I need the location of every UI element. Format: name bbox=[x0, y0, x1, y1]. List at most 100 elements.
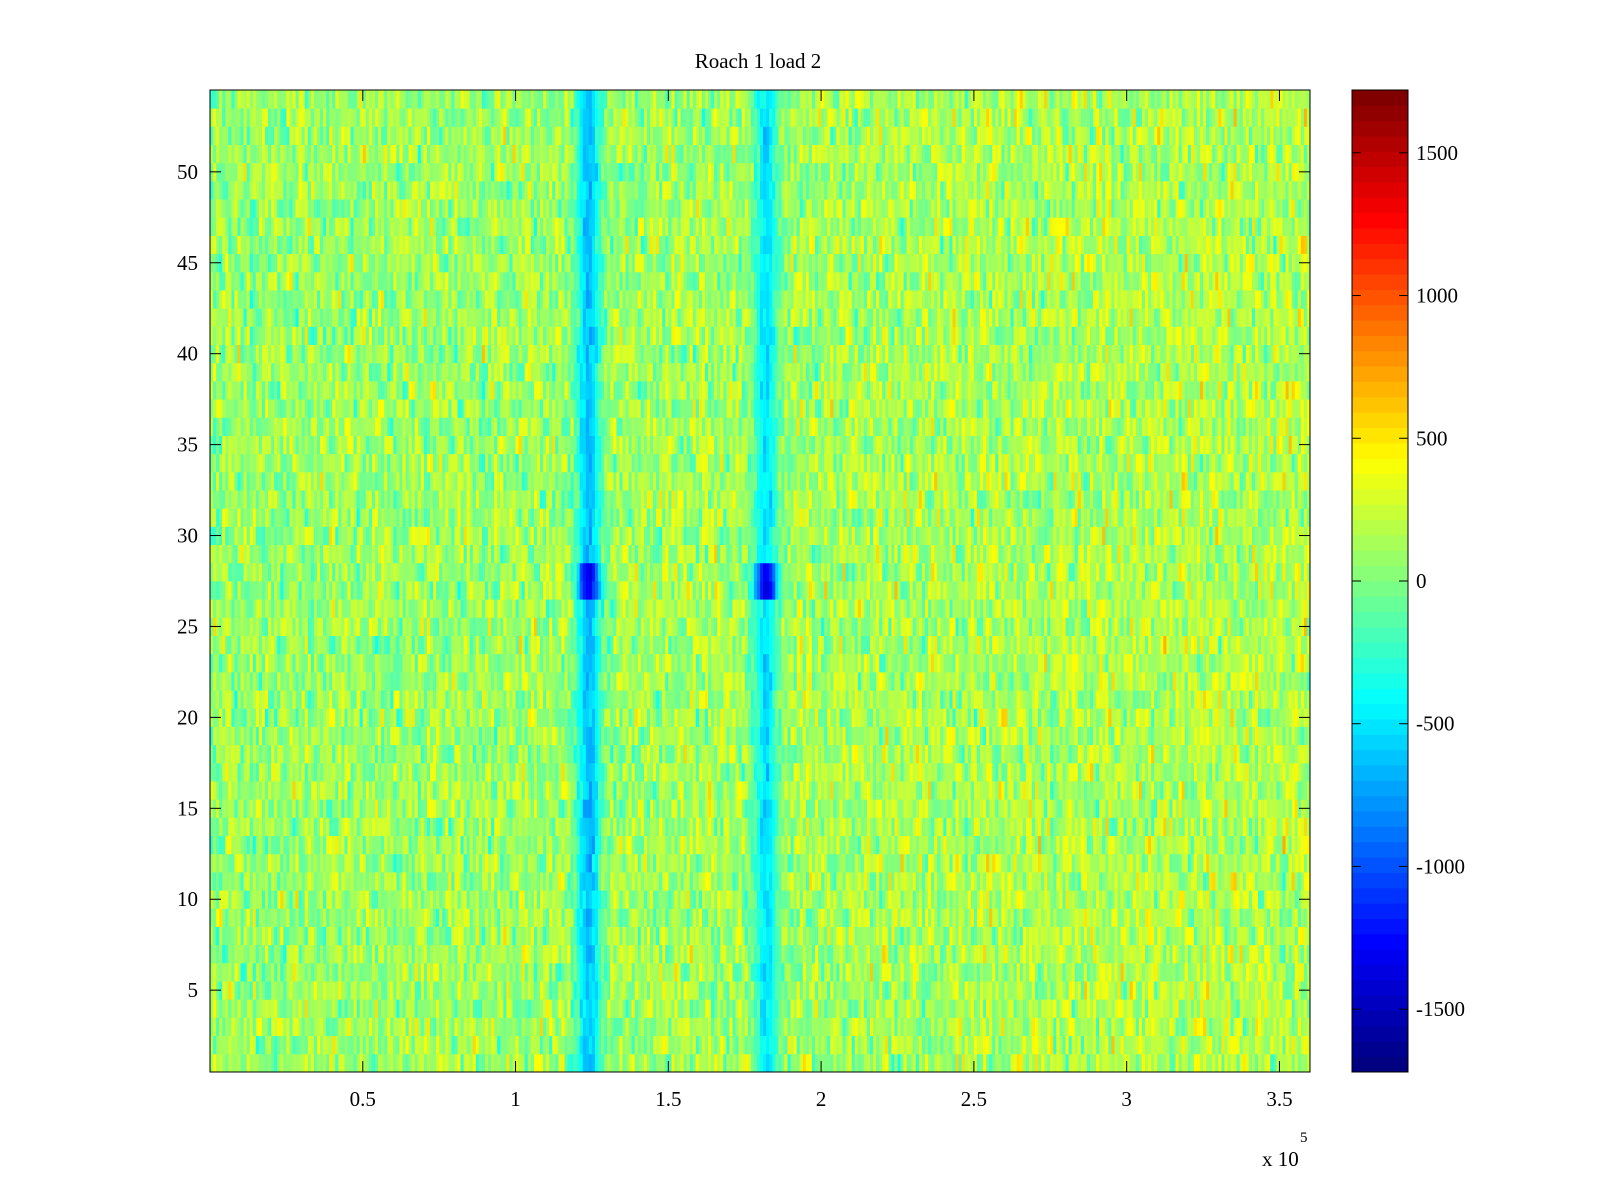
heatmap-cell bbox=[866, 835, 871, 855]
heatmap-cell bbox=[313, 926, 318, 946]
heatmap-cell bbox=[1038, 890, 1042, 909]
heatmap-cell bbox=[842, 962, 846, 982]
heatmap-cell bbox=[701, 853, 706, 873]
heatmap-cell bbox=[1190, 1053, 1195, 1073]
heatmap-cell bbox=[503, 908, 507, 927]
heatmap-cell bbox=[839, 981, 843, 1000]
heatmap-cell bbox=[445, 817, 449, 836]
heatmap-cell bbox=[1028, 926, 1033, 946]
heatmap-cell bbox=[656, 908, 660, 927]
heatmap-cell bbox=[506, 853, 510, 873]
heatmap-cell bbox=[1160, 926, 1164, 946]
heatmap-cell bbox=[485, 853, 489, 873]
heatmap-cell bbox=[1172, 944, 1176, 964]
heatmap-cell bbox=[488, 853, 492, 873]
heatmap-cell bbox=[625, 890, 630, 909]
heatmap-cell bbox=[741, 817, 746, 836]
heatmap-cell bbox=[1145, 835, 1149, 855]
heatmap-cell bbox=[845, 981, 850, 1000]
heatmap-cell bbox=[430, 1035, 434, 1055]
heatmap-cell bbox=[582, 944, 587, 964]
heatmap-cell bbox=[1096, 853, 1100, 873]
heatmap-cell bbox=[1035, 962, 1039, 982]
heatmap-cell bbox=[555, 1053, 559, 1073]
heatmap-cell bbox=[967, 1053, 972, 1073]
heatmap-cell bbox=[1096, 908, 1100, 927]
heatmap-cell bbox=[766, 999, 770, 1018]
heatmap-cell bbox=[815, 944, 819, 964]
heatmap-cell bbox=[1270, 835, 1274, 855]
heatmap-cell bbox=[808, 962, 813, 982]
heatmap-cell bbox=[423, 999, 428, 1018]
heatmap-cell bbox=[1010, 1017, 1015, 1037]
heatmap-cell bbox=[973, 1035, 978, 1055]
heatmap-cell bbox=[301, 835, 306, 855]
heatmap-cell bbox=[1273, 999, 1277, 1018]
heatmap-cell bbox=[1212, 962, 1216, 982]
heatmap-cell bbox=[934, 926, 938, 946]
heatmap-cell bbox=[674, 890, 678, 909]
heatmap-cell bbox=[1016, 999, 1021, 1018]
heatmap-cell bbox=[711, 926, 715, 946]
heatmap-cell bbox=[320, 853, 324, 873]
heatmap-cell bbox=[368, 890, 373, 909]
heatmap-cell bbox=[384, 999, 388, 1018]
heatmap-cell bbox=[836, 926, 840, 946]
heatmap-cell bbox=[628, 1017, 633, 1037]
heatmap-cell bbox=[1010, 999, 1015, 1018]
heatmap-cell bbox=[1080, 944, 1085, 964]
heatmap-cell bbox=[778, 871, 782, 891]
heatmap-cell bbox=[619, 817, 623, 836]
heatmap-cell bbox=[952, 871, 956, 891]
heatmap-cell bbox=[1059, 835, 1063, 855]
heatmap-cell bbox=[1016, 817, 1021, 836]
heatmap-cell bbox=[316, 1017, 321, 1037]
heatmap-cell bbox=[885, 981, 889, 1000]
heatmap-cell bbox=[426, 890, 431, 909]
heatmap-cell bbox=[381, 981, 385, 1000]
heatmap-cell bbox=[478, 908, 483, 927]
heatmap-cell bbox=[604, 1053, 608, 1073]
heatmap-cell bbox=[225, 944, 229, 964]
heatmap-cell bbox=[1175, 962, 1180, 982]
heatmap-cell bbox=[918, 853, 923, 873]
heatmap-cell bbox=[573, 853, 578, 873]
heatmap-cell bbox=[1102, 835, 1106, 855]
heatmap-cell bbox=[1255, 926, 1259, 946]
heatmap-cell bbox=[848, 908, 853, 927]
heatmap-cell bbox=[1163, 1053, 1167, 1073]
heatmap-cell bbox=[873, 1035, 877, 1055]
heatmap-cell bbox=[567, 853, 571, 873]
heatmap-cell bbox=[900, 999, 905, 1018]
heatmap-cell bbox=[637, 890, 642, 909]
heatmap-cell bbox=[986, 1035, 990, 1055]
heatmap-cell bbox=[732, 1053, 736, 1073]
heatmap-cell bbox=[536, 871, 541, 891]
heatmap-cell bbox=[613, 1017, 617, 1037]
heatmap-cell bbox=[1187, 1053, 1192, 1073]
heatmap-cell bbox=[646, 908, 651, 927]
heatmap-cell bbox=[958, 908, 963, 927]
heatmap-cell bbox=[274, 1053, 278, 1073]
heatmap-cell bbox=[258, 1035, 263, 1055]
heatmap-cell bbox=[1233, 981, 1238, 1000]
heatmap-cell bbox=[1233, 890, 1238, 909]
heatmap-cell bbox=[546, 962, 550, 982]
heatmap-cell bbox=[1184, 853, 1189, 873]
heatmap-cell bbox=[921, 853, 926, 873]
heatmap-cell bbox=[842, 944, 846, 964]
heatmap-cell bbox=[390, 817, 394, 836]
heatmap-cell bbox=[1224, 835, 1228, 855]
heatmap-cell bbox=[1074, 1035, 1079, 1055]
heatmap-cell bbox=[417, 981, 422, 1000]
heatmap-cell bbox=[536, 835, 541, 855]
heatmap-cell bbox=[897, 1035, 901, 1055]
heatmap-cell bbox=[772, 890, 776, 909]
heatmap-cell bbox=[1251, 835, 1256, 855]
heatmap-cell bbox=[283, 1035, 287, 1055]
heatmap-cell bbox=[1038, 817, 1042, 836]
heatmap-cell bbox=[258, 853, 263, 873]
heatmap-cell bbox=[1297, 908, 1302, 927]
heatmap-cell bbox=[399, 944, 403, 964]
heatmap-cell bbox=[863, 817, 868, 836]
